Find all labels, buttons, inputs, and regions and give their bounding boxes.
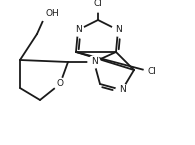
Text: OH: OH [46, 10, 60, 19]
Text: O: O [57, 79, 64, 88]
Text: N: N [75, 26, 81, 35]
Circle shape [88, 56, 100, 68]
Circle shape [90, 0, 106, 12]
Text: N: N [91, 58, 97, 67]
Circle shape [72, 24, 84, 36]
Circle shape [39, 7, 53, 21]
Circle shape [116, 84, 128, 96]
Text: Cl: Cl [148, 68, 156, 77]
Text: Cl: Cl [94, 0, 102, 9]
Circle shape [54, 78, 66, 90]
Circle shape [144, 64, 160, 80]
Text: N: N [119, 86, 125, 95]
Text: N: N [115, 26, 121, 35]
Circle shape [112, 24, 124, 36]
